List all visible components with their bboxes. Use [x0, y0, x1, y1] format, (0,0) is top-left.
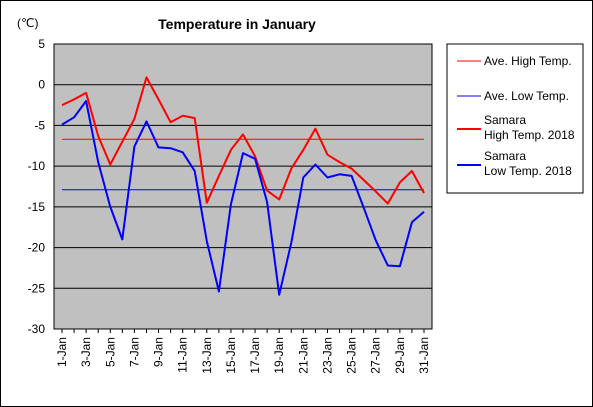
- legend-label-line: Samara: [484, 113, 526, 127]
- x-tick-label-10: 21-Jan: [296, 337, 310, 374]
- x-tick-label-3: 7-Jan: [127, 337, 141, 367]
- legend: Ave. High Temp.Ave. Low Temp.Samara High …: [446, 43, 584, 194]
- x-tick-label-5: 11-Jan: [176, 337, 190, 373]
- legend-label-0: Ave. High Temp.: [484, 54, 572, 68]
- legend-label-1: Ave. Low Temp.: [484, 89, 569, 103]
- x-tick-label-8: 17-Jan: [248, 337, 262, 374]
- plot-area: [53, 43, 433, 330]
- x-axis: 1-Jan 3-Jan 5-Jan 7-Jan 9-Jan 11-Jan 13-Jan 15-…: [55, 329, 431, 374]
- legend-label-3: Samara Low Temp. 2018: [484, 149, 572, 178]
- x-tick-label-12: 25-Jan: [345, 337, 359, 374]
- legend-label-line: Low Temp. 2018: [484, 164, 572, 178]
- legend-label-line: High Temp. 2018: [484, 128, 575, 142]
- legend-label-line: Ave. Low Temp.: [484, 89, 569, 103]
- x-tick-label-6: 13-Jan: [200, 337, 214, 374]
- y-tick-label-2: -5: [34, 118, 45, 132]
- y-tick-label-5: -20: [28, 241, 46, 255]
- y-tick-label-7: -30: [28, 322, 46, 336]
- legend-label-line: Samara: [484, 149, 526, 163]
- x-tick-label-1: 3-Jan: [79, 337, 93, 367]
- legend-box: [446, 43, 584, 194]
- legend-label-2: Samara High Temp. 2018: [484, 113, 575, 142]
- x-tick-label-0: 1-Jan: [55, 337, 69, 367]
- legend-label-line: Ave. High Temp.: [484, 54, 572, 68]
- unit-label: (℃): [17, 16, 38, 30]
- series-layer: [61, 76, 425, 296]
- x-tick-label-9: 19-Jan: [272, 337, 286, 374]
- grid-layer: [54, 84, 432, 289]
- x-tick-label-4: 9-Jan: [152, 337, 166, 367]
- y-axis: 5 0 -5 -10 -15 -20 -25 -30: [28, 37, 46, 336]
- series-line-2: [61, 76, 425, 205]
- y-tick-label-3: -10: [28, 159, 46, 173]
- x-tick-label-7: 15-Jan: [224, 337, 238, 374]
- y-tick-label-4: -15: [28, 200, 46, 214]
- y-tick-label-1: 0: [38, 78, 45, 92]
- series-line-3: [61, 100, 425, 296]
- x-tick-label-2: 5-Jan: [103, 337, 117, 367]
- plot-border: [53, 43, 433, 330]
- x-tick-label-15: 31-Jan: [417, 337, 431, 374]
- y-tick-label-0: 5: [38, 37, 45, 51]
- x-tick-label-14: 29-Jan: [393, 337, 407, 374]
- x-tick-label-11: 23-Jan: [320, 337, 334, 374]
- chart-title: Temperature in January: [158, 16, 316, 32]
- x-tick-label-13: 27-Jan: [369, 337, 383, 374]
- y-tick-label-6: -25: [28, 281, 46, 295]
